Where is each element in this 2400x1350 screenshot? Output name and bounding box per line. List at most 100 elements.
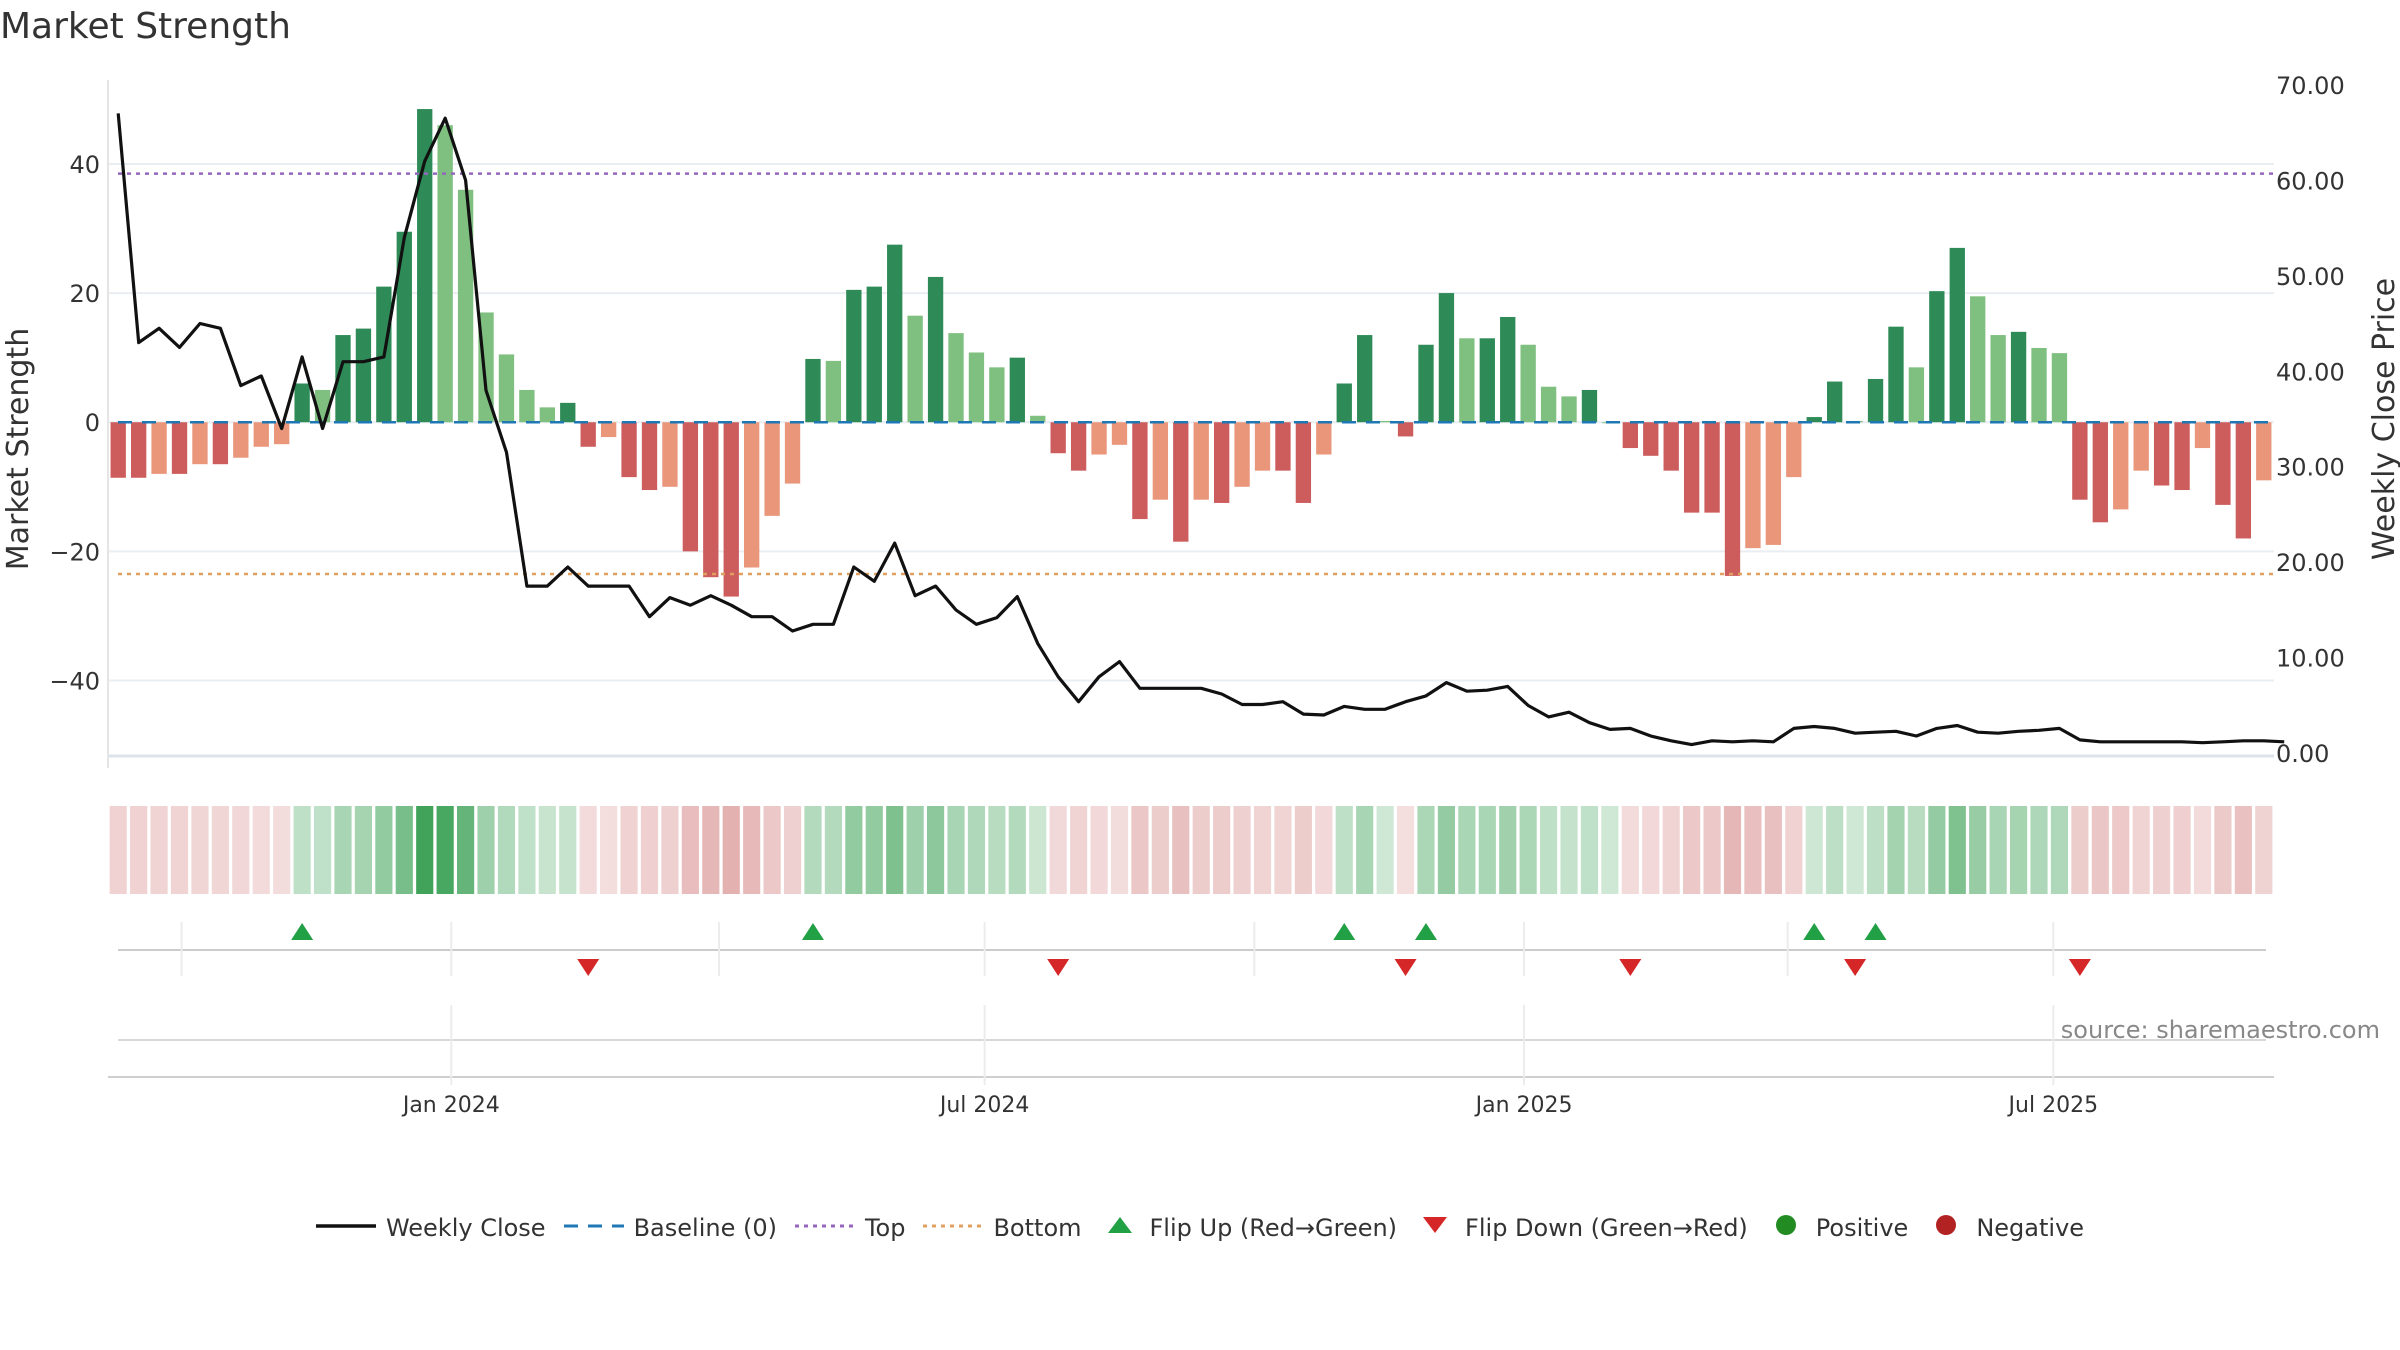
heat-strip-cell <box>1049 806 1067 894</box>
strength-bar-positive <box>1500 316 1516 423</box>
heat-strip-cell <box>395 806 413 894</box>
flip-up-marker <box>1864 923 1887 940</box>
heat-strip-cell <box>1151 806 1169 894</box>
heat-strip-cell <box>2091 806 2109 894</box>
strength-bar-positive <box>887 244 903 423</box>
heat-strip-cell <box>1131 806 1149 894</box>
strength-bar-positive <box>948 333 964 423</box>
heat-strip-cell <box>1580 806 1599 894</box>
flip-down-marker <box>2068 959 2091 976</box>
heat-strip-cell <box>702 806 720 894</box>
strength-bar-negative <box>1663 422 1679 471</box>
heat-strip-cell <box>477 806 495 894</box>
heat-strip-cell <box>1376 806 1394 894</box>
heat-strip-cell <box>1478 806 1496 894</box>
strength-bar-negative <box>2235 422 2252 539</box>
strength-bar-positive <box>539 407 555 423</box>
heat-strip-cell <box>722 806 740 894</box>
heat-strip-cell <box>1192 806 1210 894</box>
strength-bar-positive <box>907 315 923 423</box>
strength-bar-negative <box>784 422 801 484</box>
legend-swatch-positive <box>1766 1213 1806 1243</box>
heat-strip-cell <box>2234 806 2252 894</box>
right-tick-label: 70.00 <box>2276 72 2345 100</box>
right-tick-label: 0.00 <box>2276 740 2329 768</box>
weekly-close-line <box>116 113 2285 747</box>
strength-bar-positive <box>294 383 310 423</box>
heat-strip-cell <box>170 806 189 894</box>
strength-bar-negative <box>1111 422 1128 445</box>
legend-label: Bottom <box>993 1214 1082 1242</box>
strength-bar-positive <box>1009 357 1025 423</box>
heat-strip-cell <box>1110 806 1129 894</box>
heat-strip-cell <box>600 806 618 894</box>
heat-strip-cell <box>2030 806 2048 894</box>
heat-strip-cell <box>1294 806 1312 894</box>
heat-strip-cell <box>1090 806 1108 894</box>
strength-bar-positive <box>1561 396 1577 423</box>
heat-strip-cell <box>1723 806 1742 894</box>
heat-strip-cell <box>1969 806 1987 894</box>
legend-item-positive: Positive <box>1766 1213 1908 1243</box>
right-tick-label: 50.00 <box>2276 263 2345 291</box>
heat-strip-cell <box>2193 806 2212 894</box>
heat-strip-cell <box>1866 806 1885 894</box>
legend-label: Negative <box>1976 1214 2085 1242</box>
heat-strip-cell <box>1989 806 2007 894</box>
heat-strip-cell <box>1805 806 1823 894</box>
strength-bar-positive <box>1479 338 1495 423</box>
strength-bar-negative <box>580 422 596 447</box>
right-tick-label: 60.00 <box>2276 167 2345 195</box>
strength-bar-negative <box>274 422 290 445</box>
heat-strip-cell <box>1642 806 1660 894</box>
strength-bar-positive <box>805 358 821 423</box>
strength-bar-positive <box>968 352 985 423</box>
strength-bar-negative <box>1193 422 1209 500</box>
x-tick-label: Jul 2025 <box>2007 1093 2099 1118</box>
heat-strip-cell <box>334 806 352 894</box>
heat-strip-cell <box>273 806 291 894</box>
strength-bar-negative <box>253 422 269 447</box>
strength-bar-negative <box>2174 422 2190 491</box>
heat-strip-cell <box>191 806 209 894</box>
heat-strip-cell <box>416 806 434 894</box>
heat-strip-cell <box>1458 806 1476 894</box>
heat-strip-cell <box>150 806 168 894</box>
source-label: source: sharemaestro.com <box>2060 1016 2380 1044</box>
heat-strip-cell <box>1887 806 1905 894</box>
strength-bar-negative <box>151 422 167 474</box>
strength-bar-negative <box>1254 422 1271 471</box>
strength-bar-positive <box>2010 331 2027 423</box>
heat-strip-cell <box>375 806 393 894</box>
heat-strip-cell <box>2050 806 2069 894</box>
strength-bar-negative <box>1704 422 1720 513</box>
strength-bar-negative <box>1745 422 1761 549</box>
flip-down-marker <box>1394 959 1417 976</box>
strength-bar-positive <box>457 189 474 423</box>
legend-item-negative: Negative <box>1926 1213 2084 1243</box>
heat-strip-cell <box>2153 806 2171 894</box>
strength-bar-positive <box>1459 338 1475 423</box>
strength-bar-negative <box>2256 422 2272 481</box>
right-tick-label: 20.00 <box>2276 549 2345 577</box>
strength-bar-positive <box>1949 247 1965 423</box>
strength-bar-negative <box>2072 422 2088 500</box>
heat-strip-cell <box>252 806 270 894</box>
strength-bar-negative <box>764 422 780 516</box>
legend-swatch-weekly-close <box>315 1214 376 1242</box>
strength-bar-negative <box>744 422 760 568</box>
strength-bar-positive <box>1908 367 1925 423</box>
strength-bar-negative <box>1786 422 1802 478</box>
flip-up-marker <box>1414 923 1437 940</box>
heat-strip-cell <box>865 806 883 894</box>
strength-bar-negative <box>171 422 188 474</box>
flip-down-marker <box>1619 959 1642 976</box>
heat-strip-cell <box>988 806 1006 894</box>
legend-swatch-negative <box>1926 1213 1966 1243</box>
heat-strip-cell <box>2173 806 2191 894</box>
strength-bar-positive <box>1540 386 1557 423</box>
heat-strip-cell <box>845 806 863 894</box>
strength-bar-positive <box>2031 347 2047 423</box>
